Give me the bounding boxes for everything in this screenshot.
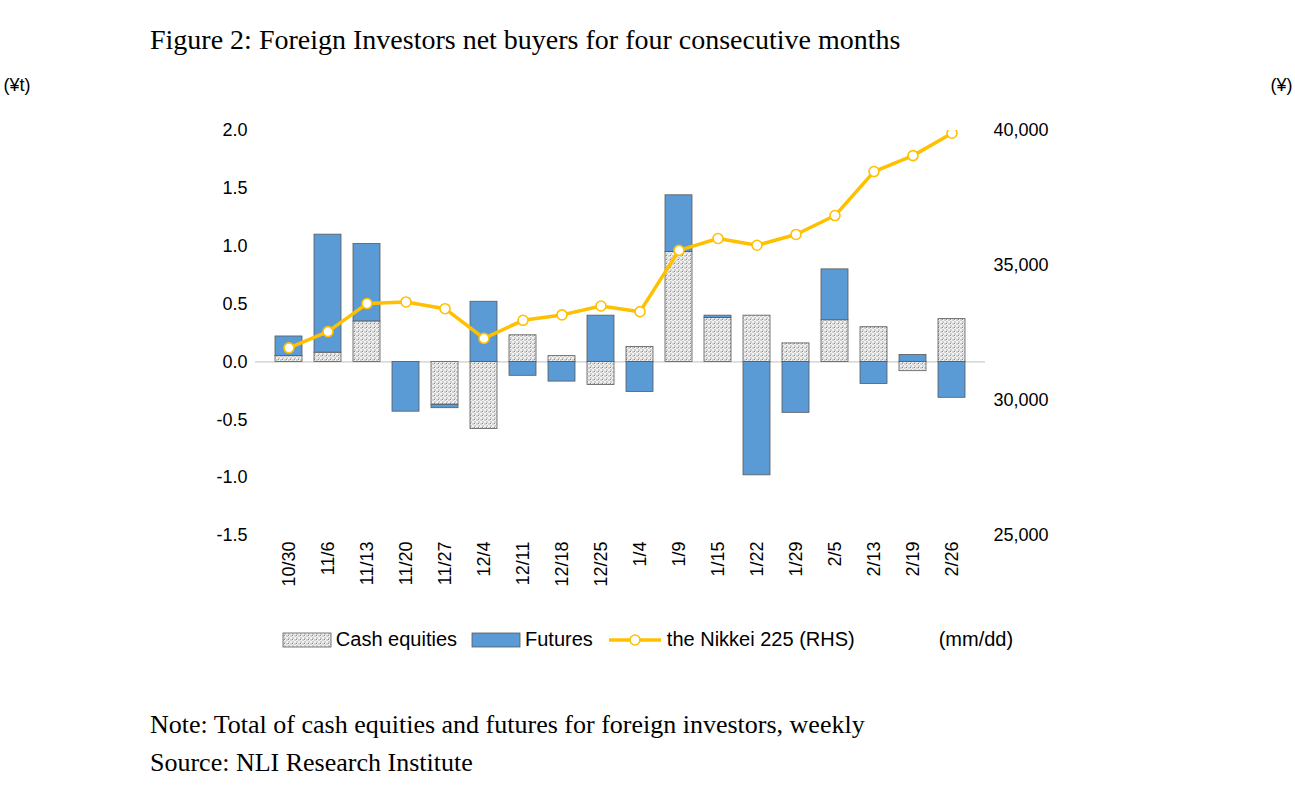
svg-text:12/18: 12/18 — [552, 542, 572, 587]
svg-text:12/25: 12/25 — [591, 542, 611, 587]
html-text:(mm/dd): (mm/dd) — [938, 628, 1014, 650]
svg-text:2/5: 2/5 — [825, 542, 845, 567]
svg-text:2/26: 2/26 — [942, 542, 962, 577]
svg-text:30,000: 30,000 — [994, 390, 1049, 410]
svg-text:11/27: 11/27 — [435, 542, 455, 586]
svg-text:0.5: 0.5 — [222, 294, 247, 314]
svg-text:25,000: 25,000 — [994, 525, 1049, 545]
svg-text:1.5: 1.5 — [222, 178, 247, 198]
svg-text:2/13: 2/13 — [864, 542, 884, 577]
svg-text:12/11: 12/11 — [513, 542, 533, 586]
svg-text:(¥): (¥) — [1271, 75, 1293, 95]
svg-text:2.0: 2.0 — [222, 120, 247, 140]
html-text:Futures: Futures — [525, 628, 593, 650]
svg-text:1/4: 1/4 — [630, 542, 650, 567]
html-text:Note: Total of cash equities a: Note: Total of cash equities and futures… — [150, 710, 865, 739]
svg-text:1/9: 1/9 — [669, 542, 689, 567]
svg-text:11/20: 11/20 — [396, 542, 416, 586]
html-text:Figure 2: Foreign Investors ne: Figure 2: Foreign Investors net buyers f… — [150, 24, 901, 55]
svg-text:1/15: 1/15 — [708, 542, 728, 577]
html-text:Cash equities: Cash equities — [335, 628, 457, 650]
svg-text:40,000: 40,000 — [994, 120, 1049, 140]
svg-text:35,000: 35,000 — [994, 255, 1049, 275]
svg-text:0.0: 0.0 — [222, 352, 247, 372]
svg-text:10/30: 10/30 — [279, 542, 299, 587]
svg-text:1/22: 1/22 — [747, 542, 767, 577]
svg-text:11/6: 11/6 — [318, 542, 338, 576]
svg-text:-0.5: -0.5 — [216, 410, 247, 430]
svg-text:(¥t): (¥t) — [4, 75, 31, 95]
html-text:Source: NLI Research Institute: Source: NLI Research Institute — [150, 748, 473, 777]
svg-text:-1.5: -1.5 — [216, 525, 247, 545]
svg-text:1/29: 1/29 — [786, 542, 806, 577]
html-text:the Nikkei 225 (RHS): the Nikkei 225 (RHS) — [666, 628, 855, 650]
svg-text:2/19: 2/19 — [903, 542, 923, 577]
svg-text:11/13: 11/13 — [357, 542, 377, 586]
svg-text:12/4: 12/4 — [474, 542, 494, 577]
svg-text:-1.0: -1.0 — [216, 467, 247, 487]
svg-text:1.0: 1.0 — [222, 236, 247, 256]
